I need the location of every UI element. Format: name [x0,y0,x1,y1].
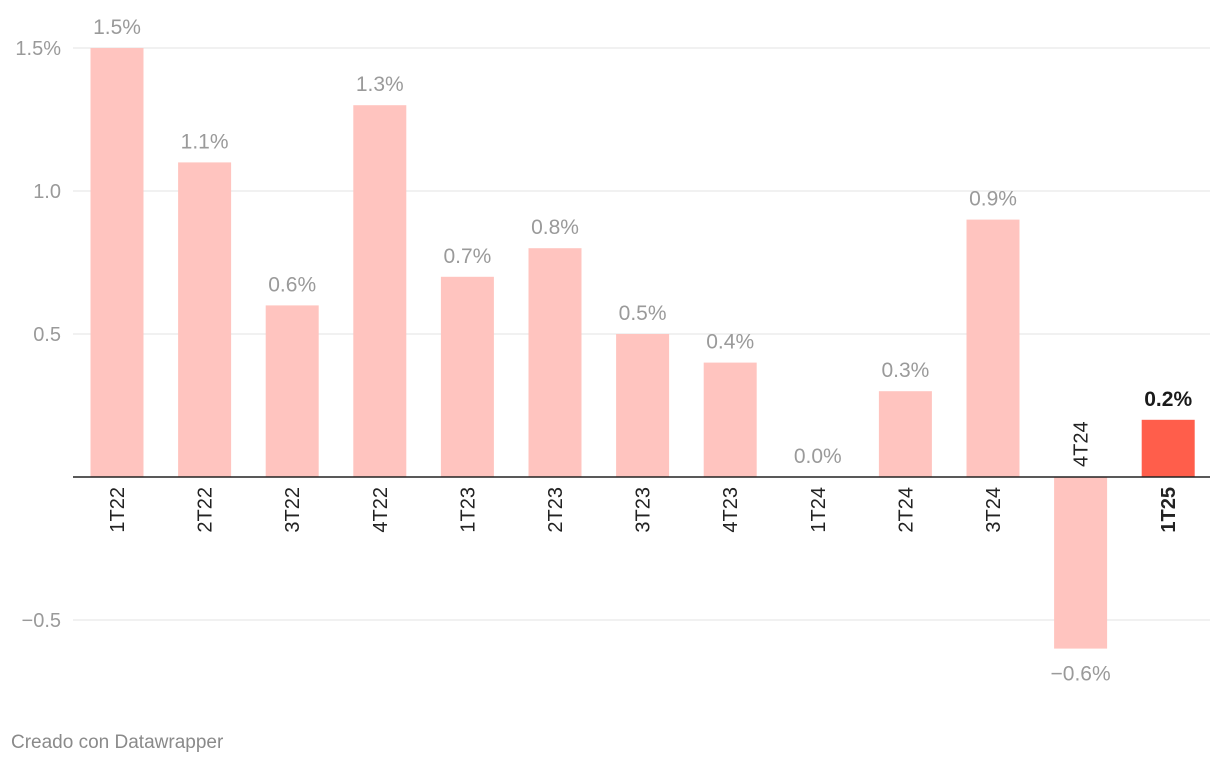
bar-1T22 [90,48,144,477]
value-label-1T25: 0.2% [1144,388,1192,411]
bar-2T22 [178,162,232,477]
category-label-1T24: 1T24 [808,487,830,533]
category-label-2T22: 2T22 [195,487,217,533]
bar-2T23 [528,248,582,477]
bar-3T22 [265,305,319,477]
value-label-2T24: 0.3% [881,359,929,382]
y-tick-label: 0.5 [33,324,61,346]
category-label-3T23: 3T23 [633,487,655,533]
category-label-group: 1T24 [808,487,830,533]
bars [90,48,1195,649]
category-label-group: 3T24 [983,487,1005,533]
category-label-group: 2T23 [545,487,567,533]
category-label-group: 1T22 [107,487,129,533]
category-label-1T23: 1T23 [457,487,479,533]
bar-2T24 [878,391,932,477]
value-label-2T22: 1.1% [181,130,229,153]
bar-1T25 [1141,419,1195,477]
credit-text: Creado con Datawrapper [11,732,224,753]
value-label-1T24: 0.0% [794,445,842,468]
category-label-group: 4T24 [1071,421,1093,467]
category-label-group: 3T23 [633,487,655,533]
bar-3T24 [966,219,1020,477]
category-label-3T22: 3T22 [282,487,304,533]
category-label-2T23: 2T23 [545,487,567,533]
value-label-1T22: 1.5% [93,16,141,39]
value-labels: 1.5% 1.1% 0.6% 1.3% 0.7% 0.8% 0.5% 0.4% 0.0% 0.3%… [93,16,1192,686]
category-label-1T22: 1T22 [107,487,129,533]
y-tick-label: 1.5% [15,38,61,60]
category-labels: 1T22 2T22 3T22 4T22 1T23 2T23 3T23 4T23 1T24 2T24… [107,421,1180,532]
value-label-3T24: 0.9% [969,188,1017,211]
category-label-2T24: 2T24 [895,487,917,533]
category-label-4T23: 4T23 [720,487,742,533]
bar-4T22 [353,105,407,477]
category-label-4T24: 4T24 [1071,421,1093,467]
value-label-2T23: 0.8% [531,216,579,239]
value-label-3T23: 0.5% [619,302,667,325]
bar-1T23 [440,276,494,477]
value-label-3T22: 0.6% [268,273,316,296]
y-tick-label: 1.0 [33,181,61,203]
bar-4T23 [703,362,757,477]
bar-3T23 [616,334,670,477]
bar-4T24 [1054,477,1108,649]
category-label-group: 4T22 [370,487,392,533]
category-label-1T25: 1T25 [1158,487,1180,533]
value-label-4T22: 1.3% [356,73,404,96]
value-label-4T23: 0.4% [706,331,754,354]
category-label-group: 1T25 [1158,487,1180,533]
value-label-4T24: −0.6% [1051,663,1111,686]
value-label-1T23: 0.7% [443,245,491,268]
y-tick-label: −0.5 [22,610,61,632]
category-label-group: 3T22 [282,487,304,533]
category-label-group: 2T22 [195,487,217,533]
category-label-3T24: 3T24 [983,487,1005,533]
y-axis: 1.5% 1.0 0.5 −0.5 [15,38,61,632]
category-label-group: 4T23 [720,487,742,533]
category-label-group: 1T23 [457,487,479,533]
category-label-group: 2T24 [895,487,917,533]
category-label-4T22: 4T22 [370,487,392,533]
